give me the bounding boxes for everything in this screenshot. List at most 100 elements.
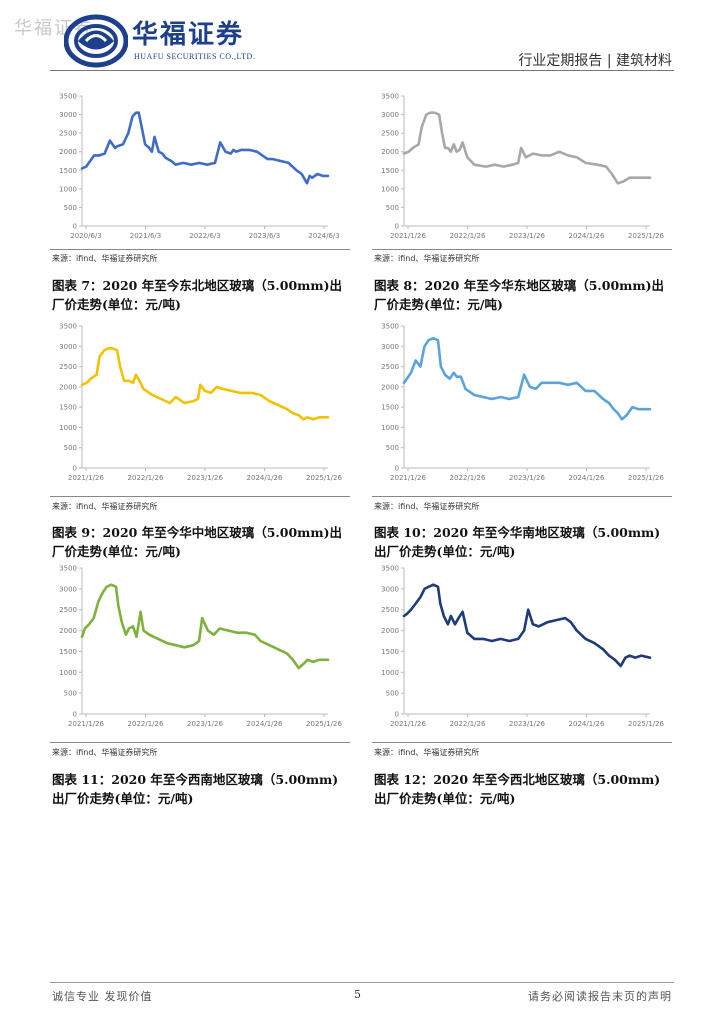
x-tick-label: 2021/1/26 bbox=[68, 474, 104, 482]
price-series-line bbox=[402, 111, 652, 185]
x-tick-label: 2025/1/26 bbox=[628, 474, 664, 482]
source-divider bbox=[50, 249, 350, 250]
x-tick-label: 2025/1/26 bbox=[628, 720, 664, 728]
x-tick-label: 2022/1/26 bbox=[128, 720, 164, 728]
logo-mark-icon bbox=[64, 14, 128, 68]
y-tick-label: 0 bbox=[395, 465, 399, 473]
x-tick-label: 2021/1/26 bbox=[390, 720, 426, 728]
x-tick-label: 2022/1/26 bbox=[450, 720, 486, 728]
logo-english-name: HUAFU SECURITIES CO.,LTD. bbox=[134, 52, 256, 61]
x-tick-label: 2025/1/26 bbox=[306, 474, 342, 482]
y-tick-label: 0 bbox=[73, 711, 77, 719]
source-divider bbox=[50, 742, 350, 743]
footer-divider bbox=[50, 982, 674, 983]
y-tick-label: 1000 bbox=[59, 185, 77, 193]
y-tick-label: 2500 bbox=[59, 130, 77, 138]
y-tick-label: 1500 bbox=[59, 648, 77, 656]
header-divider bbox=[50, 70, 674, 71]
y-tick-label: 500 bbox=[386, 204, 399, 212]
y-tick-label: 3500 bbox=[59, 323, 77, 331]
y-tick-label: 3500 bbox=[381, 93, 399, 101]
x-tick-label: 2023/1/26 bbox=[509, 474, 545, 482]
chart-northeast: 0 500 1000 1500 2000 2500 3000 3500 2020/6/3 2021… bbox=[59, 93, 340, 241]
y-tick-label: 3000 bbox=[381, 111, 399, 119]
y-tick-label: 3500 bbox=[59, 93, 77, 101]
y-tick-label: 0 bbox=[395, 223, 399, 231]
source-divider bbox=[372, 496, 672, 497]
y-tick-label: 1000 bbox=[381, 669, 399, 677]
source-note: 来源：ifind、华福证券研究所 bbox=[374, 748, 480, 757]
y-tick-label: 500 bbox=[64, 444, 77, 452]
y-tick-label: 1000 bbox=[59, 669, 77, 677]
chart-northwest: 0 500 1000 1500 2000 2500 3000 3500 2021/1/26 202… bbox=[381, 565, 664, 729]
source-note: 来源：ifind、华福证券研究所 bbox=[52, 748, 158, 757]
y-tick-label: 0 bbox=[73, 465, 77, 473]
y-tick-label: 1500 bbox=[59, 404, 77, 412]
chart-southwest: 0 500 1000 1500 2000 2500 3000 3500 2021/1/26 202… bbox=[59, 565, 342, 729]
y-tick-label: 500 bbox=[386, 690, 399, 698]
x-tick-label: 2022/1/26 bbox=[128, 474, 164, 482]
x-tick-label: 2023/1/26 bbox=[509, 720, 545, 728]
x-tick-label: 2021/6/3 bbox=[130, 232, 161, 240]
x-tick-label: 2021/1/26 bbox=[390, 232, 426, 240]
x-tick-label: 2022/1/26 bbox=[450, 232, 486, 240]
y-tick-label: 500 bbox=[64, 204, 77, 212]
price-series-line bbox=[80, 346, 330, 421]
figure-caption: 图表 9：2020 年至今华中地区玻璃（5.00mm)出厂价走势(单位：元/吨) bbox=[52, 525, 343, 559]
source-note: 来源：ifind、华福证券研究所 bbox=[374, 254, 480, 263]
x-tick-label: 2024/1/26 bbox=[569, 474, 605, 482]
source-note: 来源：ifind、华福证券研究所 bbox=[52, 254, 158, 263]
y-tick-label: 3000 bbox=[59, 585, 77, 593]
x-tick-label: 2024/1/26 bbox=[247, 720, 283, 728]
page-number: 5 bbox=[354, 988, 361, 1001]
y-tick-label: 3500 bbox=[59, 565, 77, 573]
logo-chinese-name: 华福证券 bbox=[132, 20, 245, 50]
y-tick-label: 0 bbox=[395, 711, 399, 719]
y-tick-label: 500 bbox=[386, 444, 399, 452]
y-tick-label: 1500 bbox=[381, 404, 399, 412]
y-tick-label: 1000 bbox=[381, 424, 399, 432]
x-tick-label: 2024/1/26 bbox=[247, 474, 283, 482]
price-series-line bbox=[80, 111, 330, 185]
y-tick-label: 3000 bbox=[59, 343, 77, 351]
y-tick-label: 2500 bbox=[381, 363, 399, 371]
y-tick-label: 500 bbox=[64, 690, 77, 698]
x-tick-label: 2023/1/26 bbox=[187, 474, 223, 482]
figure-caption: 图表 11：2020 年至今西南地区玻璃（5.00mm)出厂价走势(单位：元/吨… bbox=[52, 772, 339, 806]
x-tick-label: 2025/1/26 bbox=[628, 232, 664, 240]
y-tick-label: 1500 bbox=[59, 167, 77, 175]
y-tick-label: 1500 bbox=[381, 648, 399, 656]
x-tick-label: 2023/1/26 bbox=[509, 232, 545, 240]
source-divider bbox=[372, 249, 672, 250]
x-tick-label: 2021/1/26 bbox=[390, 474, 426, 482]
x-tick-label: 2025/1/26 bbox=[306, 720, 342, 728]
price-series-line bbox=[80, 583, 330, 670]
y-tick-label: 3000 bbox=[381, 343, 399, 351]
x-tick-label: 2021/1/26 bbox=[68, 720, 104, 728]
report-type: 行业定期报告 | 建筑材料 bbox=[518, 53, 672, 69]
y-tick-label: 1000 bbox=[59, 424, 77, 432]
source-divider bbox=[50, 496, 350, 497]
chart-east: 0 500 1000 1500 2000 2500 3000 3500 2021/1/26 202… bbox=[381, 93, 664, 241]
chart-central: 0 500 1000 1500 2000 2500 3000 3500 2021/1/26 202… bbox=[59, 323, 342, 483]
chart-south: 0 500 1000 1500 2000 2500 3000 3500 2021/1/26 202… bbox=[381, 323, 664, 483]
x-tick-label: 2024/6/3 bbox=[308, 232, 339, 240]
footer-disclaimer: 请务必阅读报告末页的声明 bbox=[528, 990, 672, 1003]
y-tick-label: 3500 bbox=[381, 565, 399, 573]
footer-slogan: 诚信专业 发现价值 bbox=[52, 990, 153, 1003]
x-tick-label: 2020/6/3 bbox=[70, 232, 101, 240]
y-tick-label: 2000 bbox=[59, 627, 77, 635]
x-tick-label: 2024/1/26 bbox=[569, 720, 605, 728]
price-series-line bbox=[402, 583, 652, 668]
source-note: 来源：ifind、华福证券研究所 bbox=[374, 502, 480, 511]
y-tick-label: 3000 bbox=[381, 585, 399, 593]
y-tick-label: 2000 bbox=[381, 627, 399, 635]
x-tick-label: 2022/6/3 bbox=[189, 232, 220, 240]
y-tick-label: 0 bbox=[73, 223, 77, 231]
y-tick-label: 1000 bbox=[381, 185, 399, 193]
y-tick-label: 3500 bbox=[381, 323, 399, 331]
x-tick-label: 2024/1/26 bbox=[569, 232, 605, 240]
x-tick-label: 2023/1/26 bbox=[187, 720, 223, 728]
y-tick-label: 3000 bbox=[59, 111, 77, 119]
y-tick-label: 2000 bbox=[59, 383, 77, 391]
